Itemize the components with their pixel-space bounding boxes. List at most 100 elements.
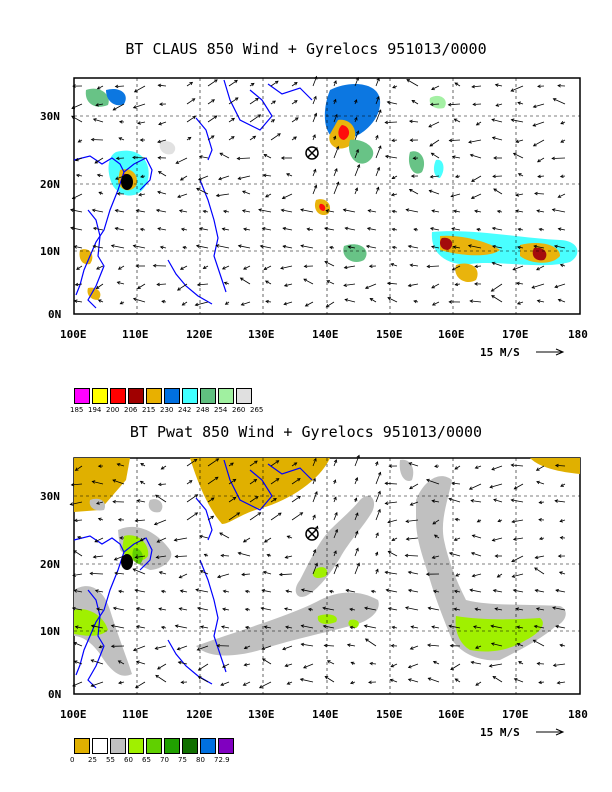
wind-vector-head (138, 192, 143, 197)
wind-vector-head (490, 288, 495, 292)
wind-vector (333, 80, 337, 87)
wind-vector (536, 465, 545, 471)
legend-swatch (92, 388, 108, 404)
wind-vector-head (324, 226, 328, 231)
wind-vector-head (194, 512, 199, 516)
wind-vector-head (391, 138, 395, 143)
wind-vector (552, 157, 566, 159)
wind-vector-head (409, 263, 414, 268)
wind-vector-head (408, 189, 413, 193)
wind-vector (228, 97, 239, 105)
wind-vector-head (177, 287, 181, 291)
wind-vector (449, 139, 461, 141)
wind-vector (512, 573, 524, 578)
panel2-lon-label: 130E (248, 708, 275, 721)
wind-vector (157, 537, 167, 543)
wind-vector (452, 265, 461, 271)
wind-vector-head (538, 500, 543, 505)
wind-vector-head (132, 297, 137, 301)
wind-vector-head (299, 512, 304, 516)
wind-vector-head (197, 676, 202, 680)
wind-vector (221, 555, 230, 557)
wind-vector (345, 227, 356, 231)
wind-vector (207, 99, 215, 105)
wind-vector (470, 300, 482, 303)
wind-vector (534, 245, 545, 249)
wind-vector-head (450, 194, 455, 198)
wind-vector-head (177, 660, 182, 665)
legend-swatch (200, 738, 216, 754)
legend-swatch (218, 388, 234, 404)
wind-vector (346, 589, 356, 593)
wind-vector (448, 103, 461, 106)
wind-vector-head (132, 647, 137, 652)
wind-vector-head (219, 152, 224, 157)
wind-vector (307, 228, 314, 231)
wind-vector-head (261, 658, 266, 662)
wind-vector-head (386, 100, 391, 105)
wind-vector (158, 608, 167, 611)
legend-swatch (164, 388, 180, 404)
wind-vector-head (471, 573, 476, 578)
wind-vector-head (71, 195, 76, 200)
wind-vector-head (325, 209, 330, 213)
wind-vector-head (390, 664, 395, 668)
wind-vector (449, 625, 461, 629)
wind-vector-head (220, 682, 224, 686)
wind-vector-head (158, 571, 163, 575)
wind-vector-head (431, 625, 435, 629)
wind-vector (516, 282, 524, 285)
wind-vector-head (511, 558, 515, 563)
wind-vector-head (490, 642, 495, 646)
wind-vector (158, 171, 167, 177)
wind-vector-head (344, 226, 349, 231)
wind-vector (117, 281, 125, 285)
wind-vector-head (194, 302, 199, 307)
wind-vector-head (332, 135, 337, 140)
wind-vector (553, 98, 566, 105)
wind-vector-head (69, 208, 74, 213)
wind-vector (216, 245, 230, 249)
wind-vector-head (293, 136, 297, 140)
wind-vector-head (453, 118, 458, 122)
wind-vector (333, 168, 338, 177)
wind-vector-head (179, 589, 184, 593)
wind-vector (72, 193, 83, 199)
wind-vector (408, 663, 419, 668)
wind-vector-head (368, 264, 373, 268)
wind-vector (493, 499, 503, 503)
wind-vector (475, 681, 482, 686)
wind-vector (94, 157, 104, 164)
wind-vector (137, 121, 146, 124)
panel2-coastlines (73, 459, 313, 689)
wind-vector (537, 157, 545, 163)
wind-vector-head (96, 86, 101, 90)
wind-vector-head (405, 208, 410, 212)
wind-vector-head (537, 174, 541, 179)
wind-vector (348, 246, 356, 249)
wind-vector-head (259, 244, 264, 249)
wind-vector (241, 573, 251, 576)
wind-vector-head (552, 606, 556, 610)
panel1-title: BT CLAUS 850 Wind + Gyrelocs 951013/0000 (125, 40, 487, 58)
wind-vector-head (220, 625, 225, 629)
wind-vector (365, 283, 377, 289)
wind-vector-head (94, 589, 99, 593)
wind-vector-head (411, 99, 416, 104)
wind-vector-head (532, 104, 537, 108)
wind-vector (243, 265, 251, 270)
wind-vector-head (326, 660, 331, 664)
wind-vector (217, 573, 230, 578)
wind-vector-head (118, 137, 123, 141)
wind-vector-head (513, 678, 518, 682)
wind-vector-head (313, 95, 317, 100)
wind-vector-head (211, 99, 215, 103)
wind-vector (385, 155, 398, 159)
wind-vector-head (497, 518, 502, 523)
wind-vector (259, 681, 272, 689)
wind-vector-head (275, 460, 280, 464)
wind-vector (286, 173, 293, 177)
wind-vector (408, 283, 419, 287)
wind-vector-head (405, 519, 410, 523)
wind-vector-head (491, 244, 496, 249)
